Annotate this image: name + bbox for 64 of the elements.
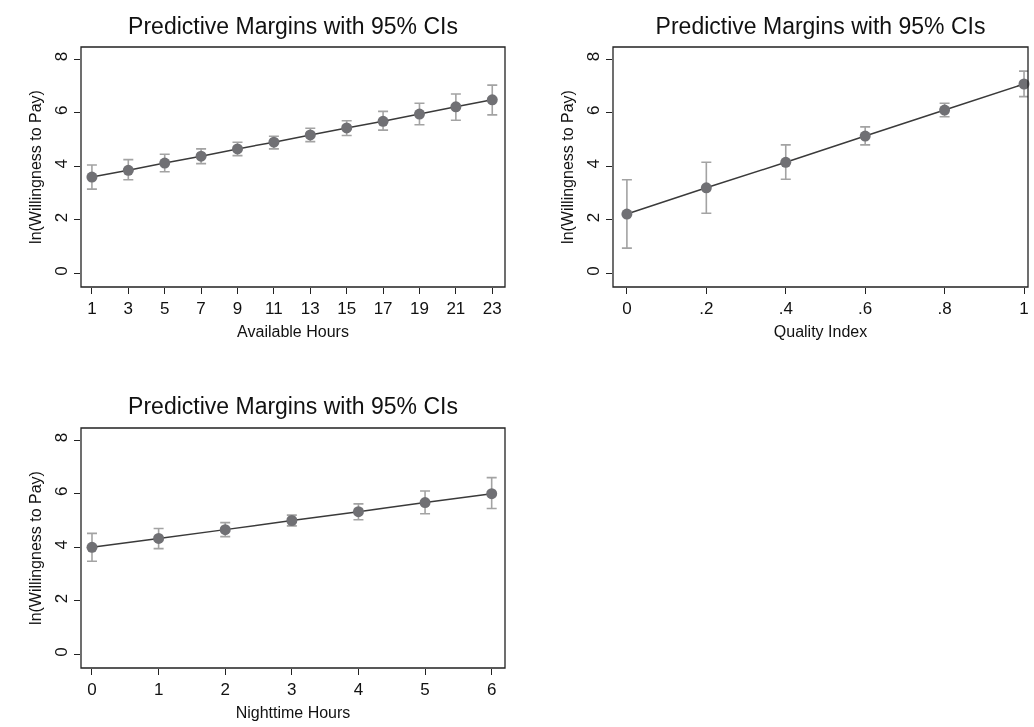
y-tick-label: 2 xyxy=(52,593,72,604)
y-tick-label: 2 xyxy=(52,212,72,223)
point xyxy=(377,115,389,127)
point xyxy=(122,164,134,176)
x-tick-label: 4 xyxy=(353,680,364,700)
y-tick-label: 4 xyxy=(52,159,72,169)
y-tick-label: 8 xyxy=(52,51,72,62)
point xyxy=(413,108,425,120)
x-tick-label: 19 xyxy=(410,299,429,319)
x-tick-label: 5 xyxy=(420,680,430,700)
point xyxy=(159,157,171,169)
y-axis-title: ln(Willingness to Pay) xyxy=(27,90,45,244)
y-tick-label: 6 xyxy=(52,486,72,496)
point xyxy=(486,94,498,106)
x-tick-label: 0 xyxy=(622,299,632,319)
x-tick-label: .6 xyxy=(858,299,873,319)
x-tick-label: .8 xyxy=(937,299,952,319)
x-tick-label: 7 xyxy=(196,299,206,319)
x-tick-label: 9 xyxy=(232,299,243,319)
x-tick-label: 23 xyxy=(482,299,502,319)
x-tick-label: .2 xyxy=(699,299,714,319)
x-tick-label: 3 xyxy=(123,299,134,319)
y-tick-label: 8 xyxy=(584,51,604,62)
x-tick-label: 17 xyxy=(373,299,393,319)
x-tick-label: 15 xyxy=(337,299,357,319)
x-tick-label: 0 xyxy=(87,680,97,700)
y-tick-label: 6 xyxy=(52,105,72,115)
x-tick-label: 3 xyxy=(287,680,297,700)
x-tick-label: .4 xyxy=(778,299,793,319)
chart-title: Predictive Margins with 95% CIs xyxy=(128,13,458,39)
point xyxy=(86,171,98,183)
x-tick-label: 2 xyxy=(220,680,230,700)
y-tick-label: 8 xyxy=(52,432,72,443)
y-tick-label: 4 xyxy=(584,159,604,169)
point xyxy=(486,488,498,500)
x-tick-label: 6 xyxy=(486,680,497,700)
y-tick-label: 0 xyxy=(52,647,72,657)
x-tick-label: 13 xyxy=(300,299,320,319)
x-tick-label: 5 xyxy=(159,299,170,319)
x-tick-label: 11 xyxy=(265,299,283,319)
y-tick-label: 0 xyxy=(52,266,72,276)
x-tick-label: 21 xyxy=(446,299,466,319)
point xyxy=(621,208,633,220)
point xyxy=(780,156,792,168)
x-tick-label: 1 xyxy=(153,680,164,700)
x-axis-title: Nighttime Hours xyxy=(235,704,351,722)
x-tick-label: 1 xyxy=(87,299,97,319)
point xyxy=(153,532,165,544)
x-axis-title: Quality Index xyxy=(773,323,868,341)
point xyxy=(859,130,871,142)
y-tick-label: 6 xyxy=(584,105,604,115)
y-axis-title: ln(Willingness to Pay) xyxy=(559,90,577,244)
chart-title: Predictive Margins with 95% CIs xyxy=(128,393,458,419)
point xyxy=(86,541,98,553)
point xyxy=(419,497,431,509)
point xyxy=(700,182,712,194)
y-tick-label: 0 xyxy=(584,266,604,276)
point xyxy=(450,101,462,113)
y-tick-label: 4 xyxy=(52,540,72,550)
y-axis-title: ln(Willingness to Pay) xyxy=(27,471,45,625)
x-axis-title: Available Hours xyxy=(237,323,349,341)
y-tick-label: 2 xyxy=(584,212,604,223)
chart-title: Predictive Margins with 95% CIs xyxy=(655,13,986,39)
x-tick-label: 1 xyxy=(1019,299,1029,319)
